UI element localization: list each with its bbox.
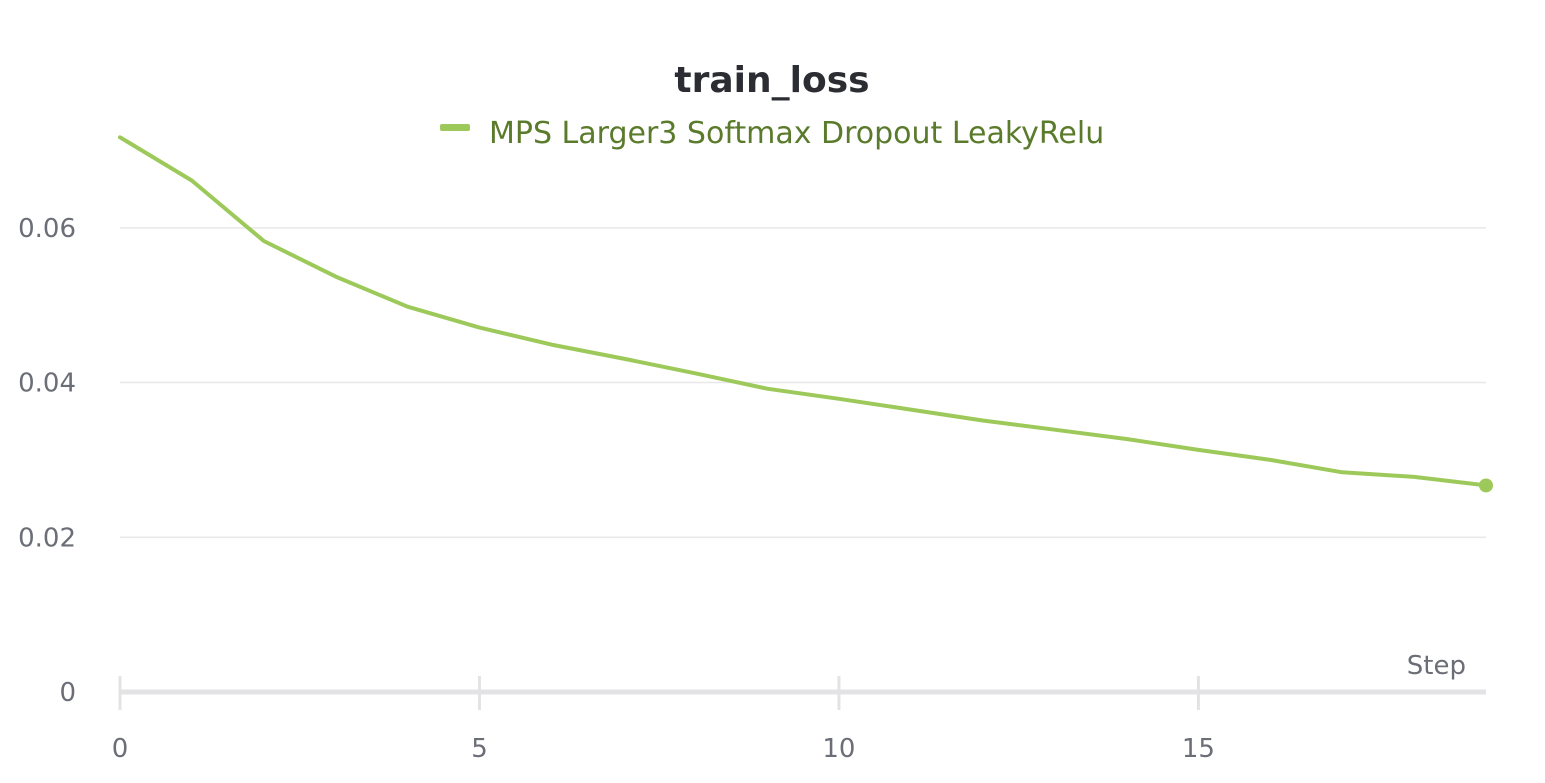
series-line[interactable] <box>118 135 1488 488</box>
x-tick-label: 15 <box>1182 734 1215 764</box>
y-tick-label: 0.06 <box>18 214 76 244</box>
plot-area[interactable] <box>118 135 1493 493</box>
x-axis: 0 5 10 15 <box>112 676 1486 764</box>
y-tick-label: 0.04 <box>18 369 76 399</box>
chart-title: train_loss <box>674 60 869 101</box>
legend-label: MPS Larger3 Softmax Dropout LeakyRelu <box>489 116 1104 151</box>
x-tick-label: 0 <box>112 734 129 764</box>
legend-swatch <box>440 124 470 131</box>
y-tick-label: 0 <box>59 678 76 708</box>
x-axis-label: Step <box>1407 651 1466 681</box>
series-endpoint[interactable] <box>1479 478 1493 493</box>
x-tick-label: 5 <box>471 734 488 764</box>
legend[interactable]: MPS Larger3 Softmax Dropout LeakyRelu <box>440 116 1104 151</box>
grid <box>120 227 1486 539</box>
y-tick-label: 0.02 <box>18 523 76 553</box>
y-axis: 0 0.02 0.04 0.06 <box>18 214 76 708</box>
x-tick-label: 10 <box>822 734 855 764</box>
